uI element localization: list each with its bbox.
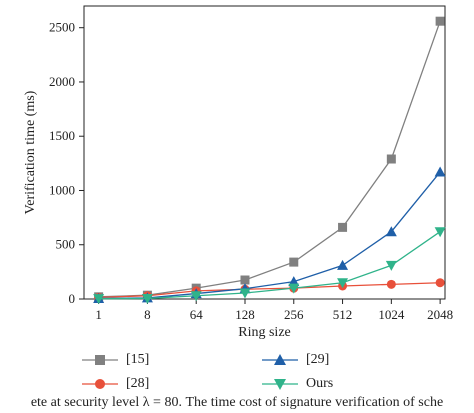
series-3-line [98,171,441,300]
x-tick-label-0: 1 [95,307,102,322]
axes: 0 500 1000 1500 2000 2500 1 8 64 128 256 512 1024 204… [23,5,453,340]
x-tick-label-4: 256 [284,307,304,322]
series-1-line [98,20,441,298]
x-tick-label-6: 1024 [378,307,405,322]
x-axis-title: Ring size [238,325,291,340]
series-4-point-4 [239,288,251,299]
x-tick-label-7: 2048 [427,307,453,322]
series-4-line [98,231,441,300]
series-2-point-8 [435,278,445,288]
series-4 [93,227,446,305]
x-tick-label-2: 64 [190,307,204,322]
series-3-point-5 [288,276,300,287]
figure-caption: ete at security level λ = 80. The time c… [30,395,444,410]
series-2-line [98,282,441,299]
series-3-point-8 [434,166,446,177]
series-4-point-7 [385,260,397,271]
series-4-point-3 [190,291,202,302]
y-axis-title: Verification time (ms) [23,90,38,214]
series-4-point-5 [288,283,300,294]
series-1 [94,16,445,302]
series-4-point-1 [93,294,105,305]
series-3-point-7 [385,226,397,237]
y-tick-label-5: 2500 [49,20,75,35]
x-tick-label-1: 8 [144,307,151,322]
series-3-point-6 [337,259,349,270]
series-4-point-6 [337,278,349,289]
y-tick-label-1: 500 [56,237,76,252]
y-tick-label-2: 1000 [49,182,75,197]
series-1-point-5 [289,257,299,267]
series-1-point-8 [435,16,445,26]
y-tick-label-0: 0 [69,291,76,306]
plot-frame [83,5,446,300]
y-tick-label-4: 2000 [49,74,75,89]
series-1-point-4 [240,275,250,285]
series-1-point-7 [386,154,396,164]
x-tick-label-5: 512 [333,307,353,322]
x-tick-label-3: 128 [235,307,255,322]
series-2-point-7 [386,279,396,289]
series-4-point-8 [434,227,446,238]
series-3 [93,166,446,303]
y-tick-label-3: 1500 [49,128,75,143]
series-1-point-6 [338,222,348,232]
series-4-point-2 [141,293,153,304]
series-layer [93,16,446,305]
